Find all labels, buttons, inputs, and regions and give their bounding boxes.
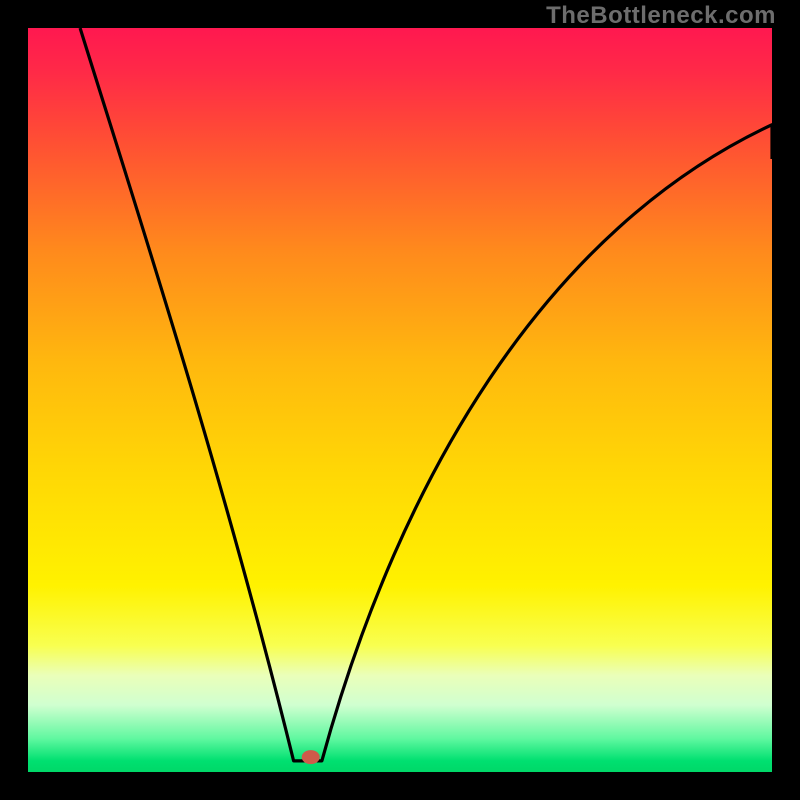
chart-container: TheBottleneck.com — [0, 0, 800, 800]
watermark-label: TheBottleneck.com — [546, 2, 776, 30]
gradient-plot-area — [28, 28, 772, 772]
